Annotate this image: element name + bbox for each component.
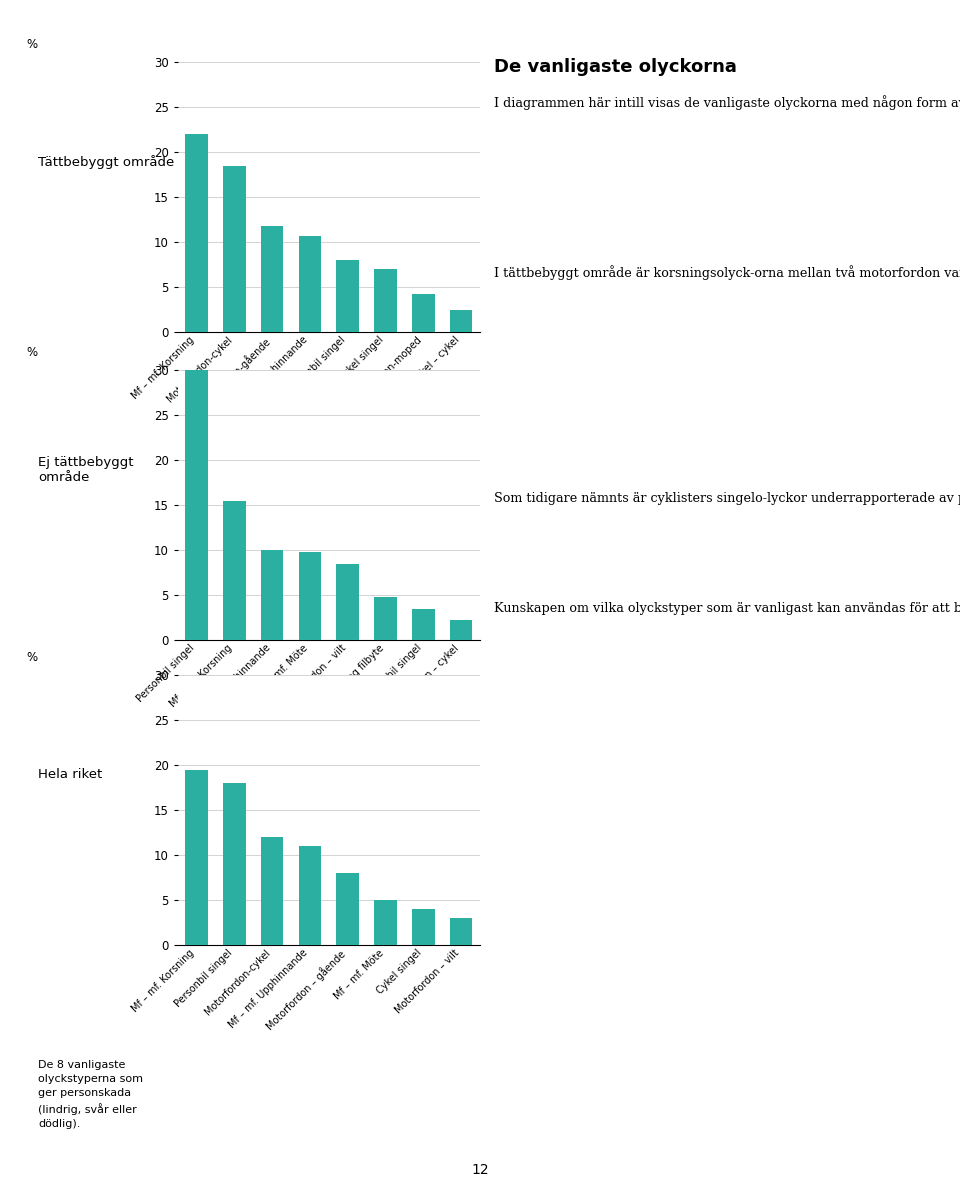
- Text: De 8 vanligaste
olyckstyperna som
ger personskada
(lindrig, svår eller
dödlig).: De 8 vanligaste olyckstyperna som ger pe…: [38, 1060, 143, 1129]
- Bar: [449, 621, 472, 640]
- Bar: [185, 134, 207, 332]
- Text: De vanligaste olyckorna: De vanligaste olyckorna: [494, 57, 737, 77]
- Bar: [374, 901, 396, 945]
- Text: I tättbebyggt område är korsningsolyck-orna mellan två motorfordon vanligast och: I tättbebyggt område är korsningsolyck-o…: [494, 266, 960, 280]
- Bar: [336, 563, 359, 640]
- Text: Hela riket: Hela riket: [38, 769, 103, 781]
- Bar: [261, 226, 283, 332]
- Bar: [299, 551, 322, 640]
- Text: 12: 12: [471, 1163, 489, 1177]
- Bar: [223, 783, 246, 945]
- Text: Som tidigare nämnts är cyklisters singelo-lyckor underrapporterade av polisen, o: Som tidigare nämnts är cyklisters singel…: [494, 490, 960, 505]
- Bar: [223, 500, 246, 640]
- Text: Olycksboken: Olycksboken: [431, 17, 529, 30]
- Text: Kunskapen om vilka olyckstyper som är vanligast kan användas för att bedöma vilk: Kunskapen om vilka olyckstyper som är va…: [494, 600, 960, 615]
- Bar: [185, 769, 207, 945]
- Bar: [261, 837, 283, 945]
- Bar: [336, 873, 359, 945]
- Text: %: %: [27, 38, 37, 51]
- Bar: [374, 269, 396, 332]
- Text: %: %: [27, 651, 37, 664]
- Bar: [261, 550, 283, 640]
- Bar: [449, 310, 472, 332]
- Text: I diagrammen här intill visas de vanligaste olyckorna med någon form av personsk: I diagrammen här intill visas de vanliga…: [494, 94, 960, 110]
- Bar: [299, 846, 322, 945]
- Bar: [449, 919, 472, 945]
- Text: Tättbebyggt område: Tättbebyggt område: [38, 155, 175, 169]
- Bar: [185, 361, 207, 640]
- Text: %: %: [27, 346, 37, 359]
- Bar: [336, 260, 359, 332]
- Bar: [374, 597, 396, 640]
- Bar: [412, 294, 435, 332]
- Bar: [412, 609, 435, 640]
- Bar: [299, 236, 322, 332]
- Bar: [412, 909, 435, 945]
- Text: Ej tättbebyggt
område: Ej tättbebyggt område: [38, 456, 133, 484]
- Bar: [223, 165, 246, 332]
